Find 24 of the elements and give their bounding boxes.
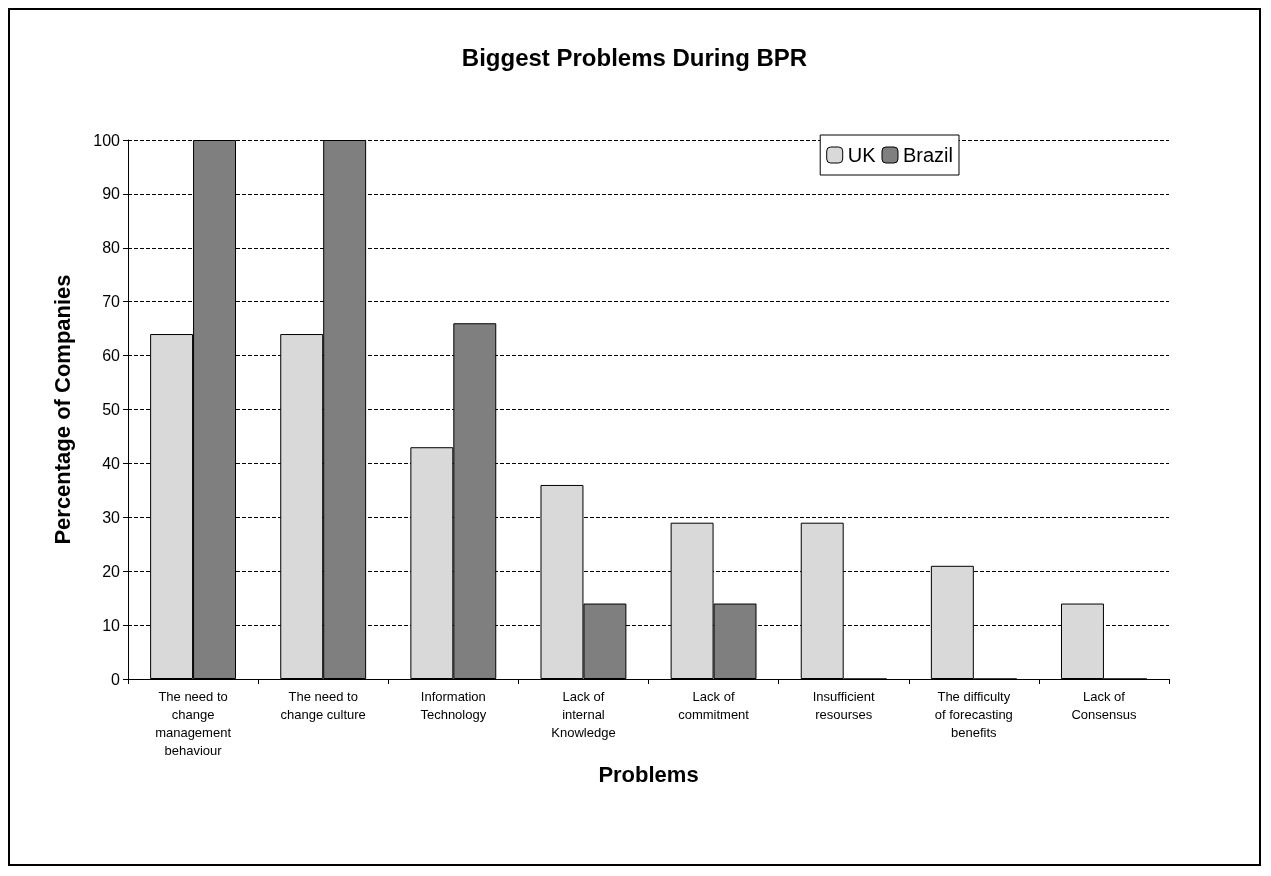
x-tick-label: The difficulty of forecasting benefits <box>934 688 1013 740</box>
y-tick-label: 20 <box>102 562 121 580</box>
y-tick-label: 80 <box>102 239 121 257</box>
legend-label: Brazil <box>902 144 954 166</box>
chart-title: Biggest Problems During BPR <box>461 43 808 71</box>
x-tick-label: Lack of internal Knowledge <box>551 688 616 740</box>
y-tick-label: 0 <box>111 670 121 688</box>
y-axis-title: Percentage of Companies <box>49 274 75 545</box>
y-tick-label: 60 <box>102 347 121 365</box>
y-tick-label: 40 <box>102 454 121 472</box>
y-tick-label: 100 <box>93 131 121 149</box>
y-tick-label: 90 <box>102 185 121 203</box>
x-tick-label: The need to change culture <box>280 688 366 722</box>
y-tick-label: 50 <box>102 401 121 418</box>
x-tick-label: Information Technology <box>420 688 487 722</box>
x-tick-label: The need to change management behaviour <box>155 688 232 758</box>
x-axis-title: Problems <box>598 762 699 788</box>
x-tick-label: Insufficient resourses <box>812 688 876 722</box>
x-tick-label: Lack of Consensus <box>1071 688 1137 722</box>
legend-label: UK <box>847 144 877 166</box>
y-tick-label: 70 <box>102 293 121 311</box>
y-tick-label: 30 <box>102 508 121 526</box>
y-tick-label: 10 <box>102 616 121 634</box>
x-tick-label: Lack of commitment <box>678 688 750 722</box>
